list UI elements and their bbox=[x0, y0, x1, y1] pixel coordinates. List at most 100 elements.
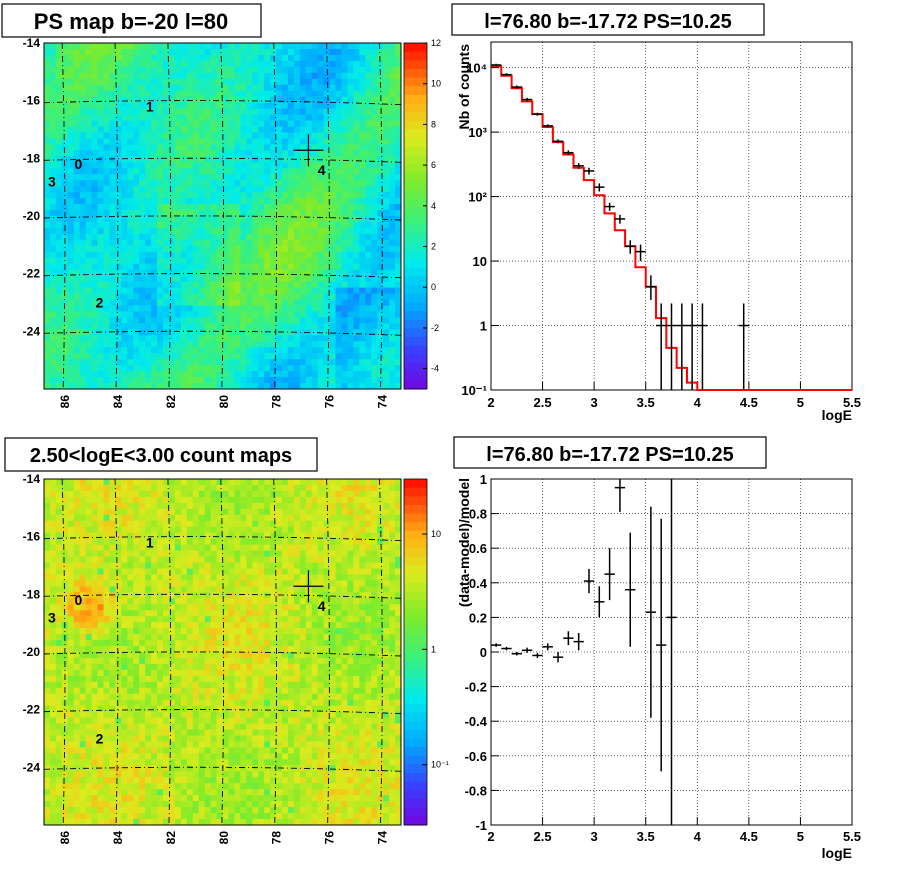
map-pixel bbox=[311, 287, 319, 294]
map-pixel bbox=[55, 514, 63, 522]
map-pixel bbox=[91, 383, 98, 390]
map-pixel bbox=[121, 359, 128, 366]
map-pixel bbox=[133, 156, 140, 163]
map-pixel bbox=[282, 114, 289, 121]
map-pixel bbox=[264, 263, 271, 271]
map-pixel bbox=[121, 269, 128, 277]
map-pixel bbox=[234, 78, 241, 86]
map-pixel bbox=[103, 138, 110, 145]
map-pixel bbox=[97, 604, 104, 611]
map-pixel bbox=[341, 120, 348, 127]
map-pixel bbox=[168, 747, 176, 754]
map-pixel bbox=[377, 371, 384, 378]
map-pixel bbox=[282, 341, 289, 348]
map-pixel bbox=[293, 257, 301, 265]
map-pixel bbox=[234, 359, 241, 366]
map-pixel bbox=[91, 520, 98, 528]
map-pixel bbox=[186, 120, 194, 127]
map-pixel bbox=[157, 210, 164, 217]
map-pixel bbox=[61, 783, 69, 790]
map-pixel bbox=[305, 317, 313, 324]
map-pixel bbox=[180, 508, 188, 516]
map-pixel bbox=[377, 269, 384, 277]
map-pixel bbox=[246, 108, 253, 115]
map-pixel bbox=[180, 496, 188, 504]
map-pixel bbox=[151, 747, 158, 754]
map-pixel bbox=[151, 317, 158, 324]
map-pixel bbox=[353, 102, 360, 110]
map-pixel bbox=[329, 156, 336, 163]
map-pixel bbox=[44, 496, 51, 504]
map-pixel bbox=[186, 90, 194, 98]
map-pixel bbox=[79, 365, 87, 372]
map-pixel bbox=[103, 479, 110, 486]
map-pixel bbox=[163, 711, 170, 719]
map-pixel bbox=[264, 287, 271, 294]
map-pixel bbox=[389, 180, 396, 187]
map-pixel bbox=[299, 43, 307, 50]
map-pixel bbox=[317, 174, 325, 181]
map-pixel bbox=[97, 174, 104, 181]
map-pixel bbox=[305, 353, 313, 360]
map-pixel bbox=[347, 245, 354, 253]
map-pixel bbox=[85, 723, 92, 730]
map-pixel bbox=[210, 144, 217, 151]
map-pixel bbox=[157, 43, 164, 50]
map-pixel bbox=[85, 275, 92, 283]
map-pixel bbox=[79, 592, 87, 599]
map-pixel bbox=[174, 490, 182, 498]
map-pixel bbox=[139, 526, 146, 534]
map-pixel bbox=[49, 293, 57, 300]
map-pixel bbox=[311, 192, 319, 199]
map-pixel bbox=[127, 759, 134, 766]
map-pixel bbox=[198, 233, 206, 241]
map-pixel bbox=[186, 371, 194, 378]
map-pixel bbox=[55, 747, 63, 754]
map-pixel bbox=[168, 526, 176, 534]
map-pixel bbox=[359, 168, 366, 175]
map-pixel bbox=[168, 735, 176, 742]
map-pixel bbox=[311, 138, 319, 145]
colorbar-tick-label: 0 bbox=[431, 282, 436, 292]
map-pixel bbox=[91, 263, 98, 271]
map-pixel bbox=[163, 657, 170, 665]
map-pixel bbox=[216, 329, 223, 336]
map-pixel bbox=[73, 210, 81, 217]
map-pixel bbox=[282, 323, 289, 330]
map-pixel bbox=[383, 174, 390, 181]
map-pixel bbox=[204, 102, 211, 110]
map-pixel bbox=[234, 365, 241, 372]
map-pixel bbox=[252, 186, 259, 193]
map-pixel bbox=[246, 102, 253, 110]
map-pixel bbox=[323, 275, 330, 283]
map-pixel bbox=[270, 180, 277, 187]
map-pixel bbox=[341, 239, 348, 247]
map-pixel bbox=[115, 84, 122, 92]
map-pixel bbox=[305, 365, 313, 372]
map-pixel bbox=[61, 150, 69, 157]
map-pixel bbox=[73, 735, 81, 742]
map-pixel bbox=[67, 819, 75, 826]
map-pixel bbox=[151, 490, 158, 498]
map-pixel bbox=[317, 371, 325, 378]
map-pixel bbox=[317, 221, 325, 229]
map-pixel bbox=[49, 84, 57, 92]
map-pixel bbox=[270, 43, 277, 50]
map-pixel bbox=[73, 60, 81, 68]
map-pixel bbox=[73, 580, 81, 587]
map-pixel bbox=[157, 245, 164, 253]
map-pixel bbox=[97, 484, 104, 492]
map-pixel bbox=[210, 245, 217, 253]
map-pixel bbox=[85, 783, 92, 790]
map-pixel bbox=[389, 281, 396, 288]
map-pixel bbox=[174, 216, 182, 223]
map-pixel bbox=[395, 210, 402, 217]
map-pixel bbox=[287, 180, 295, 187]
map-pixel bbox=[91, 765, 98, 772]
map-pixel bbox=[139, 102, 146, 110]
map-pixel bbox=[115, 783, 122, 790]
map-pixel bbox=[317, 377, 325, 384]
map-pixel bbox=[258, 305, 265, 312]
map-pixel bbox=[151, 574, 158, 581]
map-pixel bbox=[49, 550, 57, 557]
